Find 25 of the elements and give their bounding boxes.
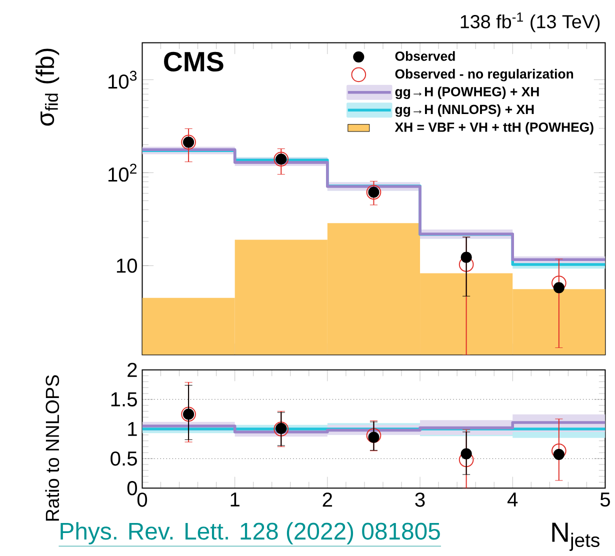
- legend-label: Observed: [395, 51, 455, 61]
- legend-label: Observed - no regularization: [395, 68, 574, 82]
- y-tick-label: 10: [116, 258, 138, 273]
- x-tick-label: 5: [600, 492, 610, 507]
- y-tick-label: 1: [128, 422, 137, 436]
- x-tick-label: 3: [415, 492, 425, 507]
- y-tick-label: 10$^{3}$: [108, 70, 137, 89]
- y-tick-label: 10$^{2}$: [108, 164, 136, 182]
- y-tick-label: 0: [127, 480, 138, 496]
- y-tick-label: 1.5: [111, 392, 137, 406]
- y-tick-label: 2: [128, 362, 137, 377]
- y-tick-label: 0.5: [110, 451, 137, 466]
- x-tick-label: 0: [137, 492, 148, 507]
- legend-label: gg→H (NNLOPS) + XH: [395, 104, 534, 117]
- x-tick-label: 4: [507, 492, 518, 506]
- x-tick-label: 2: [322, 492, 332, 507]
- text: Phys. Rev. Lett. 128 (2022) 081805: [60, 522, 440, 544]
- y-axis-title: Ratio to NNLOPS: [45, 375, 60, 521]
- legend-label: XH = VBF + VH + ttH (POWHEG): [394, 122, 594, 134]
- x-axis-title: N$_{jets}$: [552, 522, 600, 551]
- x-tick-label: 1: [230, 492, 240, 506]
- legend-label: gg→H (POWHEG) + XH: [395, 86, 539, 100]
- y-axis-title: σ$_{fid}$ (fb): [36, 48, 60, 126]
- chart-title: 138 fb$^{-1}$ (13 TeV): [460, 12, 600, 32]
- annotation: CMS: [164, 52, 224, 72]
